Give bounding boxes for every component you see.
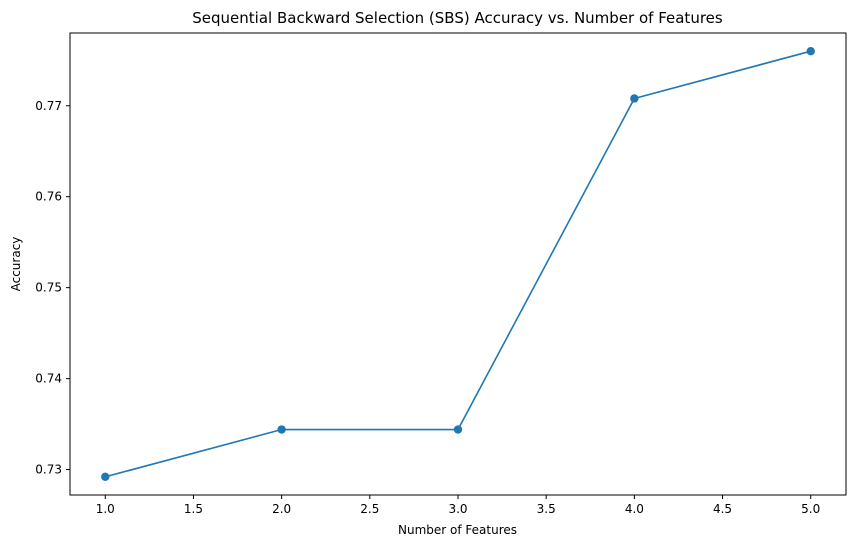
- x-axis-label: Number of Features: [398, 523, 517, 537]
- x-tick-label: 1.0: [96, 502, 115, 516]
- y-tick-label: 0.74: [35, 372, 62, 386]
- x-tick-label: 4.0: [625, 502, 644, 516]
- x-tick-label: 3.5: [537, 502, 556, 516]
- plot-area: [101, 46, 815, 482]
- x-tick-label: 5.0: [801, 502, 820, 516]
- chart-title: Sequential Backward Selection (SBS) Accu…: [192, 9, 723, 27]
- data-point: [453, 425, 463, 434]
- data-point: [277, 425, 286, 434]
- x-tick-label: 2.0: [272, 502, 291, 516]
- x-axis: 1.0 1.5 2.0 2.5 3.0 3.5 4.0 4.5 5.0: [96, 495, 820, 516]
- y-tick-label: 0.77: [35, 99, 62, 113]
- series-line: [105, 50, 811, 478]
- data-point: [101, 472, 110, 482]
- data-point: [806, 46, 815, 56]
- y-tick-label: 0.73: [35, 463, 62, 477]
- y-tick-label: 0.75: [35, 281, 62, 295]
- x-tick-label: 2.5: [360, 502, 379, 516]
- x-tick-label: 1.5: [184, 502, 203, 516]
- data-point: [630, 94, 639, 103]
- x-tick-label: 3.0: [448, 502, 467, 516]
- x-tick-label: 4.5: [713, 502, 732, 516]
- y-axis: 0.73 0.74 0.75 0.76 0.77: [35, 99, 70, 477]
- y-axis-label: Accuracy: [9, 237, 23, 292]
- y-tick-label: 0.76: [35, 190, 62, 204]
